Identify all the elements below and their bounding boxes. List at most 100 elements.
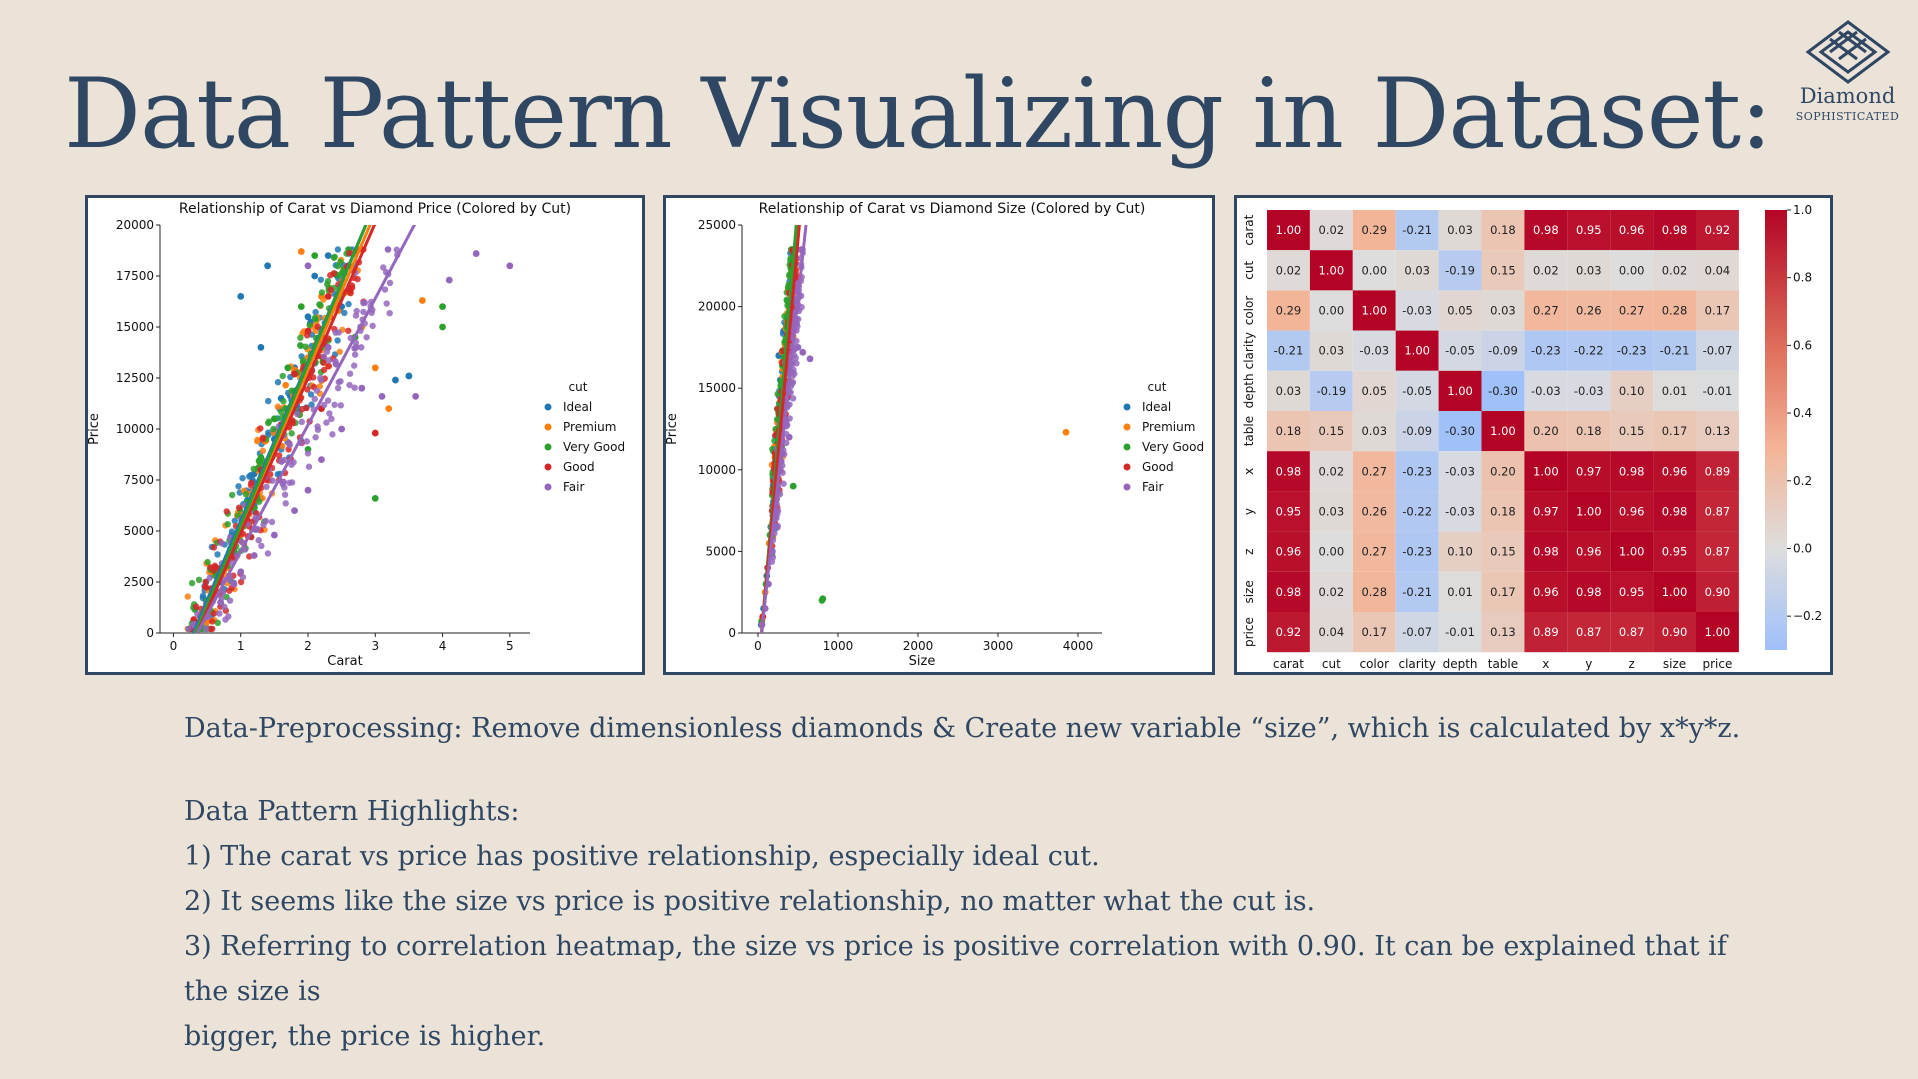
heatmap-cell — [1309, 612, 1353, 653]
trend-line-very-good — [193, 225, 368, 633]
data-point — [270, 531, 278, 539]
y-tick-label: 5000 — [705, 544, 736, 558]
heatmap-cell — [1524, 612, 1568, 653]
heatmap-cell — [1481, 330, 1525, 371]
heatmap-value: 0.98 — [1276, 585, 1302, 599]
heatmap-cell — [1610, 290, 1654, 331]
heatmap-cell — [1567, 370, 1611, 411]
data-point — [228, 528, 236, 535]
diamond-logo-icon — [1805, 20, 1890, 84]
heatmap-cell — [1267, 290, 1310, 331]
data-point — [285, 440, 293, 447]
heatmap-value: 0.02 — [1533, 263, 1559, 277]
y-tick-label: z — [1242, 549, 1256, 555]
legend-label: Good — [563, 460, 595, 474]
data-point — [237, 293, 245, 300]
series-premium — [758, 246, 1070, 624]
legend-marker — [1123, 423, 1131, 431]
heatmap-value: 0.27 — [1361, 545, 1387, 559]
trend-line-ideal — [760, 225, 799, 633]
heatmap-value: 1.00 — [1447, 384, 1473, 398]
data-point — [281, 491, 289, 498]
data-point — [405, 372, 413, 380]
heatmap-cell — [1438, 210, 1482, 251]
highlight-3-continued: bigger, the price is higher. — [184, 1021, 546, 1052]
heatmap-cell — [1567, 531, 1611, 572]
data-point — [369, 322, 376, 330]
heatmap-cell — [1438, 612, 1482, 653]
heatmap-value: 0.15 — [1490, 263, 1516, 277]
data-point — [304, 262, 312, 270]
data-point — [338, 425, 346, 433]
heatmap-cell — [1610, 210, 1654, 251]
legend-label: Very Good — [1142, 440, 1204, 454]
y-tick-label: 12500 — [116, 371, 154, 385]
heatmap-cell — [1524, 370, 1568, 411]
data-point — [311, 272, 319, 280]
heatmap-value: 0.17 — [1490, 585, 1516, 599]
data-point — [806, 355, 814, 363]
heatmap-cell — [1567, 571, 1611, 612]
heatmap-value: 0.98 — [1576, 585, 1602, 599]
heatmap-value: 0.89 — [1533, 625, 1559, 639]
data-point — [282, 500, 289, 507]
data-point — [371, 429, 379, 437]
data-point — [346, 381, 353, 389]
data-point — [378, 392, 386, 400]
data-point — [412, 392, 420, 400]
data-point — [334, 384, 342, 392]
y-tick-label: 5000 — [123, 524, 154, 538]
data-point — [211, 562, 218, 570]
heatmap-value: 0.03 — [1319, 344, 1345, 358]
data-point — [353, 307, 360, 315]
data-point — [297, 334, 304, 341]
heatmap-cell — [1653, 370, 1696, 411]
heatmap-value: 0.96 — [1619, 223, 1645, 237]
heatmap-cell — [1696, 290, 1739, 331]
heatmap-cell — [1352, 491, 1396, 532]
legend-marker — [1123, 463, 1131, 471]
data-point — [263, 483, 270, 491]
trend-line-good — [195, 225, 377, 633]
data-point — [320, 401, 328, 409]
heatmap-value: -0.03 — [1402, 304, 1432, 318]
heatmap-value: 1.00 — [1619, 545, 1645, 559]
heatmap-value: 0.03 — [1447, 223, 1473, 237]
heatmap-value: -0.07 — [1703, 344, 1733, 358]
trend-line-fair — [195, 225, 417, 633]
data-point — [345, 300, 352, 308]
y-tick-label: 25000 — [698, 218, 736, 232]
legend-label: Fair — [1142, 480, 1163, 494]
heatmap-value: 1.00 — [1276, 223, 1302, 237]
heatmap-value: -0.09 — [1402, 424, 1432, 438]
data-point — [304, 486, 312, 494]
heatmap-cell — [1610, 250, 1654, 291]
data-point — [314, 426, 322, 433]
data-point — [202, 584, 210, 591]
data-point — [217, 599, 224, 606]
data-point — [239, 573, 247, 581]
heatmap-value: 0.15 — [1319, 424, 1345, 438]
heatmap-cell — [1309, 290, 1353, 331]
data-point — [259, 447, 267, 455]
data-point — [274, 378, 282, 386]
legend-label: Good — [1142, 460, 1174, 474]
heatmap-value: 0.26 — [1576, 304, 1602, 318]
y-tick-label: y — [1242, 508, 1256, 515]
heatmap-cell — [1395, 451, 1439, 492]
heatmap-value: 0.04 — [1705, 263, 1731, 277]
heatmap-cell — [1610, 370, 1654, 411]
heatmap-value: 0.89 — [1705, 464, 1731, 478]
legend-marker — [1123, 403, 1131, 411]
heatmap-value: 0.98 — [1662, 223, 1688, 237]
x-axis-label: Size — [909, 654, 936, 669]
data-point — [324, 397, 332, 404]
data-point — [371, 494, 379, 502]
data-point — [351, 384, 358, 391]
plot-area — [184, 225, 514, 633]
heatmap-cell — [1567, 330, 1611, 371]
data-point — [302, 343, 309, 350]
heatmap-cell — [1352, 571, 1396, 612]
heatmap-value: 0.15 — [1619, 424, 1645, 438]
heatmap-cell — [1610, 612, 1654, 653]
